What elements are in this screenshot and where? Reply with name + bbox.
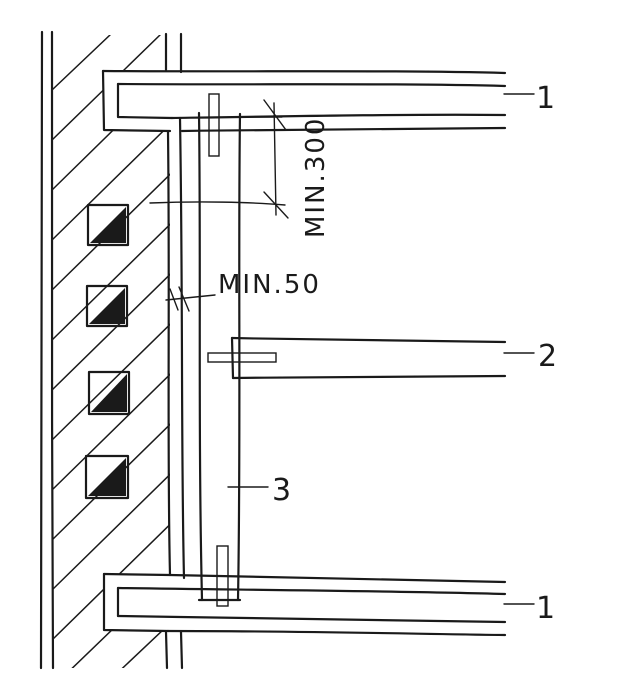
middle-beam xyxy=(207,336,507,380)
wall-hatching xyxy=(52,35,170,668)
anchor-block-4 xyxy=(84,454,130,500)
label-text-middle-beam: 2 xyxy=(538,339,557,374)
dimension-label-min-300: MIN.300 xyxy=(301,117,331,238)
label-top-beam: 1 xyxy=(503,81,555,116)
top-beam xyxy=(101,69,507,133)
anchor-block-1 xyxy=(86,203,130,247)
dimension-min-50: MIN.50 xyxy=(165,270,321,312)
anchor-block-3 xyxy=(87,370,131,416)
masonry-wall xyxy=(39,30,184,670)
label-middle-beam: 2 xyxy=(503,339,557,374)
label-text-top-beam: 1 xyxy=(536,81,555,116)
label-text-post: 3 xyxy=(272,473,291,508)
label-bottom-beam: 1 xyxy=(503,591,555,626)
label-post: 3 xyxy=(227,473,291,508)
anchor-block-2 xyxy=(85,284,129,328)
post xyxy=(178,93,242,607)
dimension-label-min-50: MIN.50 xyxy=(218,270,321,300)
label-text-bottom-beam: 1 xyxy=(536,591,555,626)
dimension-min-300: MIN.300 xyxy=(149,99,331,238)
bottom-beam xyxy=(102,572,507,637)
